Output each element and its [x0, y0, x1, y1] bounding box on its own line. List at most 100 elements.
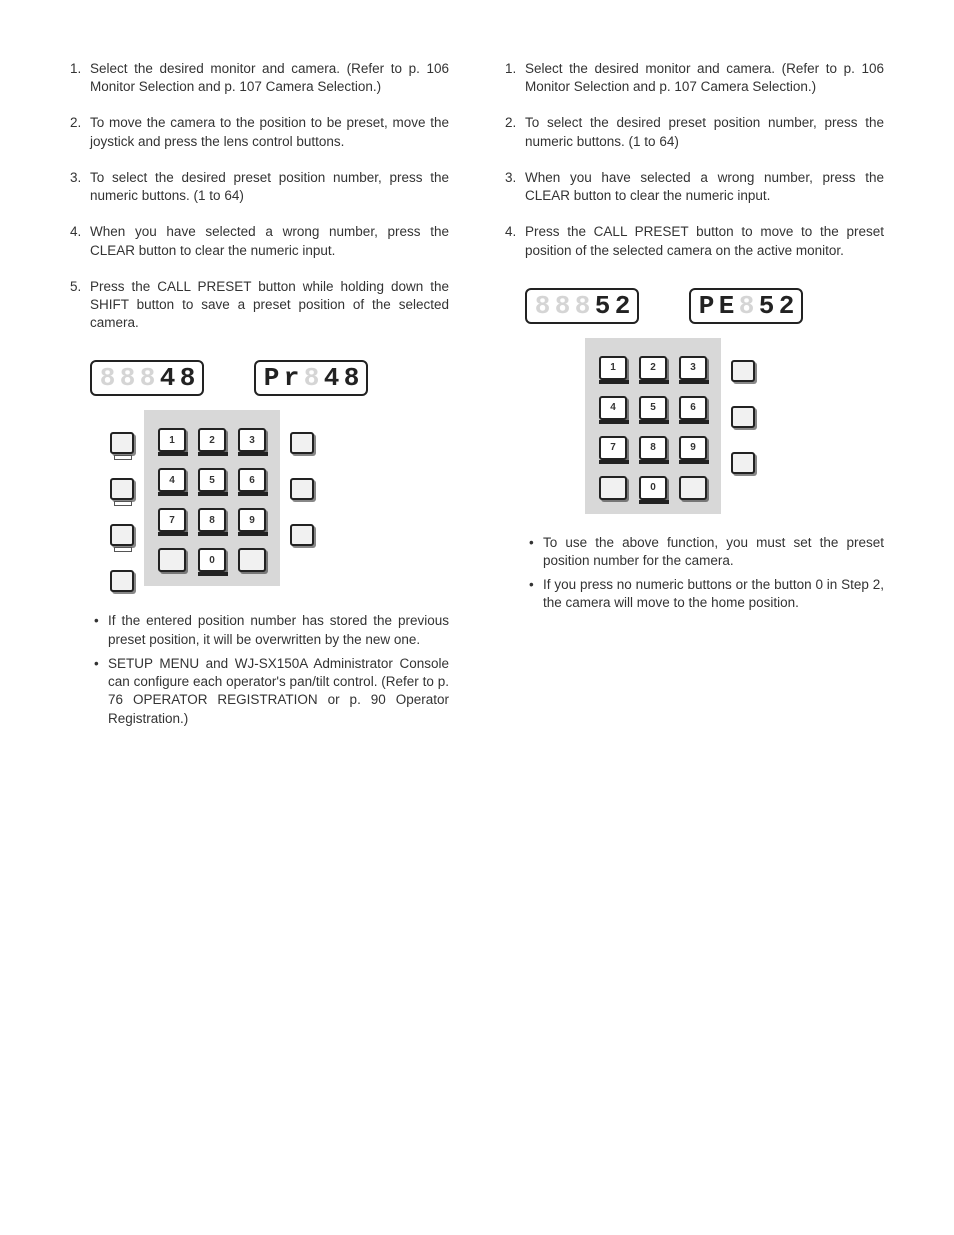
lcd-digit: 8 [118, 365, 136, 391]
keypad-key-1[interactable]: 1 [599, 356, 627, 380]
bullet-icon: • [94, 655, 108, 728]
lcd-row: 8 8 8 4 8 P r 8 4 8 [90, 360, 449, 396]
lcd-digit: 4 [158, 365, 176, 391]
side-button[interactable] [110, 432, 134, 454]
keypad-key-blank[interactable] [599, 476, 627, 500]
keypad-key-blank[interactable] [158, 548, 186, 572]
side-button[interactable] [290, 524, 314, 546]
keypad-key-2[interactable]: 2 [639, 356, 667, 380]
step-text: To select the desired preset position nu… [525, 114, 884, 150]
lcd-digit: 8 [178, 365, 196, 391]
side-button[interactable] [290, 478, 314, 500]
step-number: 3. [505, 169, 525, 205]
keypad-panel: 1 2 3 4 5 6 7 8 9 0 [585, 338, 884, 514]
lcd-digit: 8 [98, 365, 116, 391]
step-number: 2. [70, 114, 90, 150]
keypad-key-2[interactable]: 2 [198, 428, 226, 452]
step-text: When you have selected a wrong number, p… [90, 223, 449, 259]
note-item: • SETUP MENU and WJ-SX150A Administrator… [94, 655, 449, 728]
keypad-key-9[interactable]: 9 [238, 508, 266, 532]
keypad-key-3[interactable]: 3 [238, 428, 266, 452]
keypad-key-5[interactable]: 5 [639, 396, 667, 420]
keypad-row: 1 2 3 [599, 356, 707, 380]
keypad-key-5[interactable]: 5 [198, 468, 226, 492]
keypad-row: 4 5 6 [599, 396, 707, 420]
step: 4. Press the CALL PRESET button to move … [505, 223, 884, 259]
lcd-digit: 2 [777, 293, 795, 319]
keypad-key-6[interactable]: 6 [679, 396, 707, 420]
lcd-digit: 8 [737, 293, 755, 319]
keypad-key-blank[interactable] [238, 548, 266, 572]
step-text: To select the desired preset position nu… [90, 169, 449, 205]
keypad-key-6[interactable]: 6 [238, 468, 266, 492]
notes-list: • To use the above function, you must se… [529, 534, 884, 613]
step: 4. When you have selected a wrong number… [70, 223, 449, 259]
lcd-digit: 8 [138, 365, 156, 391]
lcd-display-preset: P r 8 4 8 [254, 360, 368, 396]
step-number: 4. [70, 223, 90, 259]
step-number: 2. [505, 114, 525, 150]
right-column: 1. Select the desired monitor and camera… [505, 60, 884, 734]
side-button[interactable] [731, 406, 755, 428]
lcd-digit: r [282, 365, 300, 391]
bullet-icon: • [94, 612, 108, 648]
lcd-digit: 4 [322, 365, 340, 391]
lcd-digit: 8 [533, 293, 551, 319]
keypad-key-0[interactable]: 0 [639, 476, 667, 500]
note-text: SETUP MENU and WJ-SX150A Administrator C… [108, 655, 449, 728]
keypad-key-9[interactable]: 9 [679, 436, 707, 460]
side-button[interactable] [290, 432, 314, 454]
keypad-key-blank[interactable] [679, 476, 707, 500]
lcd-digit: 8 [553, 293, 571, 319]
note-item: • To use the above function, you must se… [529, 534, 884, 570]
lcd-digit: E [717, 293, 735, 319]
side-button[interactable] [110, 570, 134, 592]
step: 2. To move the camera to the position to… [70, 114, 449, 150]
step-text: Press the CALL PRESET button while holdi… [90, 278, 449, 333]
keypad-key-0[interactable]: 0 [198, 548, 226, 572]
numeric-keypad: 1 2 3 4 5 6 7 8 9 0 [144, 410, 280, 586]
keypad-key-7[interactable]: 7 [158, 508, 186, 532]
keypad-row: 0 [599, 476, 707, 500]
keypad-row: 7 8 9 [158, 508, 266, 532]
step: 5. Press the CALL PRESET button while ho… [70, 278, 449, 333]
keypad-row: 4 5 6 [158, 468, 266, 492]
side-button[interactable] [731, 452, 755, 474]
step: 3. When you have selected a wrong number… [505, 169, 884, 205]
keypad-key-4[interactable]: 4 [599, 396, 627, 420]
step-text: Press the CALL PRESET button to move to … [525, 223, 884, 259]
lcd-display-preset: P E 8 5 2 [689, 288, 803, 324]
side-button[interactable] [110, 524, 134, 546]
step-text: To move the camera to the position to be… [90, 114, 449, 150]
step: 3. To select the desired preset position… [70, 169, 449, 205]
bullet-icon: • [529, 576, 543, 612]
keypad-key-7[interactable]: 7 [599, 436, 627, 460]
lcd-digit: P [697, 293, 715, 319]
notes-list: • If the entered position number has sto… [94, 612, 449, 727]
lcd-digit: P [262, 365, 280, 391]
note-text: If you press no numeric buttons or the b… [543, 576, 884, 612]
keypad-key-4[interactable]: 4 [158, 468, 186, 492]
keypad-key-8[interactable]: 8 [198, 508, 226, 532]
keypad-row: 0 [158, 548, 266, 572]
side-button[interactable] [731, 360, 755, 382]
keypad-row: 1 2 3 [158, 428, 266, 452]
bullet-icon: • [529, 534, 543, 570]
lcd-row: 8 8 8 5 2 P E 8 5 2 [525, 288, 884, 324]
side-button[interactable] [110, 478, 134, 500]
note-text: To use the above function, you must set … [543, 534, 884, 570]
keypad-key-8[interactable]: 8 [639, 436, 667, 460]
keypad-key-1[interactable]: 1 [158, 428, 186, 452]
step: 2. To select the desired preset position… [505, 114, 884, 150]
step-text: Select the desired monitor and camera. (… [525, 60, 884, 96]
note-item: • If you press no numeric buttons or the… [529, 576, 884, 612]
page-columns: 1. Select the desired monitor and camera… [70, 60, 884, 734]
note-text: If the entered position number has store… [108, 612, 449, 648]
left-column: 1. Select the desired monitor and camera… [70, 60, 449, 734]
step-number: 5. [70, 278, 90, 333]
keypad-key-3[interactable]: 3 [679, 356, 707, 380]
keypad-row: 7 8 9 [599, 436, 707, 460]
step-text: Select the desired monitor and camera. (… [90, 60, 449, 96]
lcd-digit: 8 [342, 365, 360, 391]
lcd-digit: 8 [302, 365, 320, 391]
